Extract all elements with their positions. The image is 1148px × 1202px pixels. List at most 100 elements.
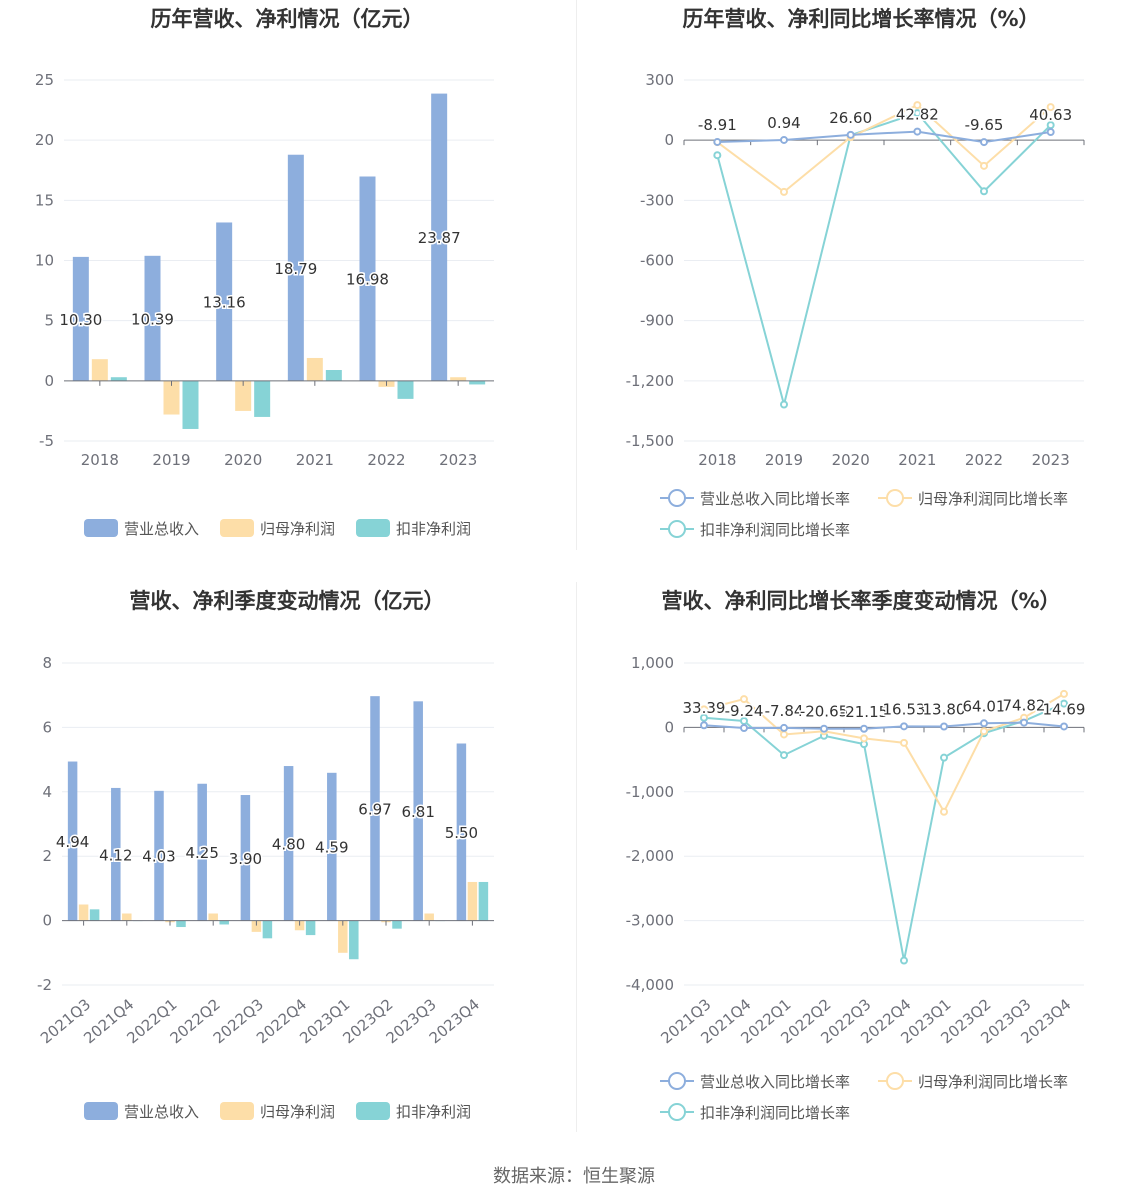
x-tick-label: 2019	[152, 451, 190, 469]
data-point-1	[860, 734, 868, 743]
bar-0	[67, 761, 78, 921]
series-line-1	[703, 693, 1065, 814]
data-point-2	[700, 713, 708, 722]
data-point-1	[1060, 689, 1068, 698]
data-point-1	[980, 161, 988, 170]
bar-2	[349, 920, 359, 960]
bar-value-label: 4.80	[272, 835, 305, 853]
bar-1	[163, 380, 180, 415]
point-value-label: 33.39	[683, 699, 726, 717]
data-point-1	[940, 807, 948, 816]
point-value-label: 42.82	[896, 106, 939, 124]
series-line-0	[703, 721, 1065, 730]
bar-0	[216, 222, 233, 381]
x-tick-label: 2020	[224, 451, 262, 469]
bar-value-label: 18.79	[274, 260, 317, 278]
legend-label: 营业总收入	[124, 520, 199, 538]
bar-value-label: 4.03	[142, 848, 175, 866]
data-point-1	[780, 187, 788, 196]
quarterly-revenue-profit-svg: 营收、净利季度变动情况（亿元） -2 0 2 4 6 8 4.94 4.12 4.03 4.25 3.…	[37, 589, 494, 1121]
bar-value-label: 3.90	[229, 850, 262, 868]
data-point-2	[940, 753, 948, 762]
bar-2	[325, 370, 342, 381]
legend-label: 营业总收入同比增长率	[700, 1073, 850, 1091]
x-tick-label: 2023	[439, 451, 477, 469]
legend-swatch-marker	[886, 1072, 904, 1090]
data-point-0	[780, 135, 788, 144]
bar-1	[78, 904, 89, 921]
y-tick-label: 1,000	[631, 654, 674, 672]
data-point-0	[860, 724, 868, 733]
legend-swatch	[84, 519, 118, 537]
series-line-2	[703, 702, 1065, 961]
bar-0	[413, 701, 423, 921]
point-value-label: -8.91	[698, 116, 737, 134]
bar-value-label: 6.81	[401, 803, 434, 821]
data-point-1	[740, 695, 748, 704]
data-point-0	[846, 130, 855, 139]
point-value-label: -9.24	[725, 702, 764, 720]
y-tick-label: 8	[42, 654, 52, 672]
data-point-1	[780, 730, 788, 739]
y-tick-label: 0	[42, 912, 52, 930]
x-tick-label: 2018	[698, 451, 736, 469]
bar-value-label: 16.98	[346, 271, 389, 289]
point-value-label: -7.84	[765, 702, 804, 720]
bar-0	[72, 256, 89, 381]
data-point-0	[940, 722, 948, 731]
legend-label: 归母净利润同比增长率	[918, 1073, 1068, 1091]
bar-0	[111, 787, 121, 921]
point-value-label: 14.69	[1043, 700, 1086, 718]
y-tick-label: 0	[664, 718, 674, 736]
y-tick-label: -900	[640, 312, 674, 330]
y-tick-label: -1,500	[626, 432, 674, 450]
bar-1	[235, 380, 252, 411]
y-tick-label: -2	[37, 976, 52, 994]
bar-value-label: 23.87	[418, 229, 461, 247]
bar-1	[306, 357, 323, 381]
bar-0	[283, 766, 294, 921]
data-point-2	[713, 151, 722, 160]
data-point-0	[900, 722, 908, 731]
x-tick-label: 2023	[1032, 451, 1070, 469]
point-value-label: 40.63	[1029, 106, 1072, 124]
bar-1	[424, 913, 434, 921]
x-tick-label: 2021	[296, 451, 334, 469]
bar-2	[305, 920, 316, 936]
annual-revenue-profit-svg: 历年营收、净利情况（亿元） -5 0 5 10 15 20 25 10.30 10.39 13.16…	[35, 7, 494, 538]
point-value-label: 74.82	[1003, 697, 1046, 715]
y-tick-label: -300	[640, 191, 674, 209]
legend-swatch-marker	[668, 489, 686, 507]
y-tick-label: 6	[42, 718, 52, 736]
point-value-label: 26.60	[829, 109, 872, 127]
data-point-2	[780, 751, 788, 760]
bar-value-label: 4.59	[315, 839, 348, 857]
y-tick-label: -1,000	[626, 783, 674, 801]
legend-swatch	[220, 1102, 254, 1120]
data-point-0	[740, 723, 748, 732]
data-point-0	[780, 723, 788, 732]
bar-2	[89, 909, 100, 921]
bar-0	[359, 176, 376, 381]
legend-label: 归母净利润	[260, 1103, 335, 1121]
legend-label: 归母净利润同比增长率	[918, 490, 1068, 508]
data-point-2	[900, 956, 908, 965]
chart-title: 历年营收、净利同比增长率情况（%）	[682, 7, 1039, 31]
bar-0	[154, 790, 164, 921]
data-point-2	[913, 109, 922, 118]
bar-2	[176, 920, 186, 928]
panel-divider-bottom	[576, 582, 577, 1132]
bar-0	[431, 93, 448, 381]
bar-value-label: 4.94	[56, 833, 89, 851]
bar-0	[370, 696, 380, 921]
bar-2	[397, 380, 414, 399]
legend-swatch	[356, 519, 390, 537]
series-line-2	[716, 111, 1052, 405]
data-point-1	[700, 705, 708, 714]
bar-1	[251, 920, 262, 932]
bar-0	[456, 743, 467, 921]
series-line-0	[717, 130, 1051, 144]
y-tick-label: -5	[39, 432, 54, 450]
y-tick-label: 15	[35, 191, 54, 209]
legend-swatch-marker	[668, 1072, 686, 1090]
